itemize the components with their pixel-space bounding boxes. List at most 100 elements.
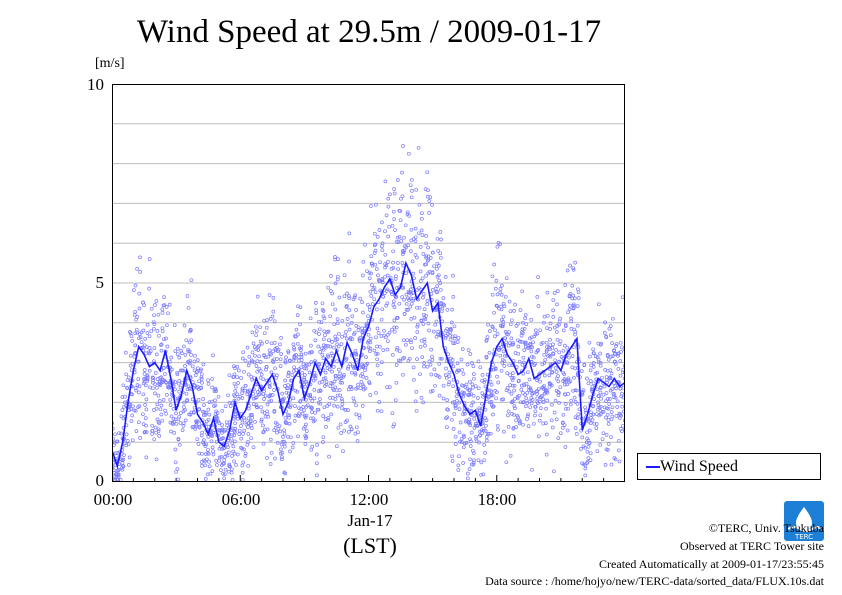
raw-sample-point [312, 388, 317, 392]
raw-sample-point [417, 202, 422, 207]
raw-sample-point [520, 289, 525, 294]
raw-sample-point [354, 412, 359, 417]
raw-sample-point [315, 473, 319, 478]
raw-sample-point [567, 307, 572, 312]
raw-sample-point [619, 394, 624, 399]
raw-sample-point [386, 234, 391, 239]
raw-sample-point [445, 398, 450, 402]
raw-sample-point [195, 366, 200, 371]
raw-sample-point [466, 476, 470, 481]
raw-sample-point [553, 366, 558, 370]
raw-sample-point [536, 434, 541, 439]
raw-sample-point [189, 353, 193, 357]
raw-sample-point [282, 428, 286, 433]
raw-sample-point [270, 314, 275, 319]
raw-sample-point [157, 434, 162, 438]
raw-sample-point [489, 393, 494, 398]
raw-sample-point [112, 436, 115, 441]
raw-sample-point [469, 439, 473, 444]
raw-sample-point [240, 386, 245, 391]
raw-sample-point [441, 383, 446, 388]
raw-sample-point [304, 366, 309, 371]
raw-sample-point [280, 455, 284, 460]
raw-sample-point [335, 337, 340, 342]
raw-sample-point [356, 325, 361, 330]
raw-sample-point [273, 366, 277, 371]
raw-sample-point [237, 432, 242, 436]
raw-sample-point [206, 378, 210, 383]
raw-sample-point [436, 273, 441, 278]
raw-sample-point [335, 321, 340, 326]
raw-sample-point [259, 419, 264, 424]
raw-sample-point [471, 462, 476, 467]
raw-sample-point [310, 410, 314, 414]
raw-sample-point [203, 444, 208, 448]
raw-sample-point [542, 314, 547, 319]
raw-sample-point [322, 316, 327, 321]
raw-sample-point [495, 292, 500, 297]
raw-sample-point [551, 308, 556, 313]
raw-sample-point [208, 433, 213, 437]
raw-sample-point [349, 370, 354, 375]
raw-sample-point [495, 332, 500, 336]
raw-sample-point [504, 460, 509, 465]
raw-sample-point [590, 417, 595, 422]
raw-sample-point [368, 349, 372, 353]
raw-sample-point [536, 275, 540, 279]
raw-sample-point [227, 373, 232, 378]
raw-sample-point [352, 399, 357, 404]
raw-sample-point [408, 183, 413, 188]
raw-sample-point [576, 296, 581, 300]
raw-sample-point [291, 342, 296, 347]
raw-sample-point [337, 388, 342, 392]
raw-sample-point [392, 305, 397, 309]
raw-sample-point [512, 388, 516, 393]
raw-sample-point [321, 337, 326, 342]
raw-sample-point [144, 397, 149, 402]
raw-sample-point [116, 473, 121, 477]
raw-sample-point [404, 308, 409, 312]
raw-sample-point [287, 415, 291, 420]
raw-sample-point [113, 432, 117, 437]
raw-sample-point [415, 357, 419, 361]
raw-sample-point [418, 245, 423, 249]
raw-sample-point [115, 439, 120, 444]
raw-sample-point [272, 319, 277, 324]
raw-sample-point [366, 339, 371, 343]
raw-sample-point [376, 371, 380, 376]
raw-sample-point [580, 435, 585, 440]
raw-sample-point [184, 338, 189, 343]
raw-sample-point [297, 411, 301, 416]
raw-sample-point [401, 285, 406, 290]
raw-sample-point [589, 387, 594, 392]
raw-sample-point [265, 318, 269, 322]
raw-sample-point [347, 296, 352, 301]
raw-sample-point [400, 194, 405, 199]
raw-sample-point [439, 309, 444, 314]
raw-sample-point [452, 412, 457, 416]
raw-sample-point [288, 403, 293, 408]
raw-sample-point [400, 261, 405, 265]
raw-sample-point [548, 337, 552, 342]
raw-sample-point [294, 368, 298, 372]
raw-sample-point [558, 339, 563, 344]
raw-sample-point [369, 204, 373, 208]
raw-sample-point [157, 333, 161, 338]
raw-sample-point [150, 428, 155, 433]
raw-sample-point [374, 390, 378, 395]
raw-sample-point [135, 267, 139, 271]
raw-sample-point [232, 451, 237, 456]
raw-sample-point [436, 248, 441, 253]
raw-sample-point [144, 351, 148, 356]
x-axis-label: (LST) [343, 533, 397, 558]
raw-sample-point [418, 279, 423, 283]
raw-sample-point [422, 316, 427, 320]
raw-sample-point [379, 372, 383, 376]
raw-sample-point [352, 330, 357, 335]
raw-sample-point [121, 464, 126, 469]
raw-sample-point [314, 311, 319, 316]
raw-sample-point [194, 419, 199, 424]
raw-sample-point [144, 430, 149, 434]
raw-sample-point [516, 415, 520, 420]
raw-sample-point [143, 383, 148, 388]
